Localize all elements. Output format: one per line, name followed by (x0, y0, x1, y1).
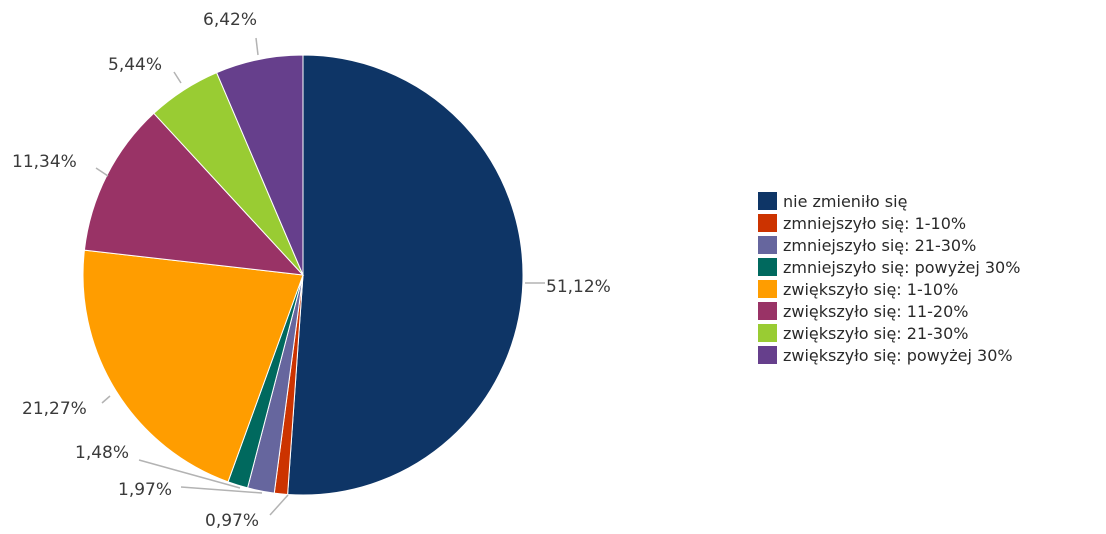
legend-label: zmniejszyło się: powyżej 30% (783, 257, 1021, 277)
legend-swatch (758, 324, 777, 342)
legend-item: zwiększyło się: powyżej 30% (758, 344, 1020, 366)
legend-label: zwiększyło się: powyżej 30% (783, 345, 1013, 365)
leader-line (255, 37, 259, 56)
legend-item: zmniejszyło się: powyżej 30% (758, 256, 1020, 278)
leader-line (138, 459, 241, 489)
legend-label: nie zmieniło się (783, 191, 908, 211)
legend-item: zmniejszyło się: 21-30% (758, 234, 1020, 256)
legend-swatch (758, 214, 777, 232)
legend-item: nie zmieniło się (758, 190, 1020, 212)
legend-swatch (758, 236, 777, 254)
legend-swatch (758, 280, 777, 298)
leader-line (269, 494, 289, 516)
legend-swatch (758, 192, 777, 210)
legend-label: zwiększyło się: 1-10% (783, 279, 959, 299)
slice-label: 11,34% (12, 152, 77, 172)
leader-line (101, 395, 111, 404)
slice-label: 6,42% (203, 10, 257, 30)
legend: nie zmieniło się zmniejszyło się: 1-10% zm… (758, 190, 1020, 366)
pie-chart: 51,12% 0,97% 1,97% 1,48% 21,27% 11,34% 5,44% 6,… (12, 10, 611, 531)
slice-label: 5,44% (108, 55, 162, 75)
slice-label: 0,97% (205, 511, 259, 531)
legend-item: zwiększyło się: 11-20% (758, 300, 1020, 322)
slice-labels: 51,12% 0,97% 1,97% 1,48% 21,27% 11,34% 5,44% 6,… (12, 10, 611, 531)
pie-slices (82, 54, 524, 496)
legend-label: zmniejszyło się: 1-10% (783, 213, 967, 233)
legend-item: zmniejszyło się: 1-10% (758, 212, 1020, 234)
legend-label: zmniejszyło się: 21-30% (783, 235, 977, 255)
pie-slice (287, 54, 524, 496)
leader-line (180, 486, 263, 494)
legend-label: zwiększyło się: 11-20% (783, 301, 969, 321)
leader-line (173, 71, 182, 84)
legend-swatch (758, 302, 777, 320)
legend-item: zwiększyło się: 21-30% (758, 322, 1020, 344)
legend-item: zwiększyło się: 1-10% (758, 278, 1020, 300)
slice-label: 51,12% (546, 277, 611, 297)
slice-label: 1,97% (118, 480, 172, 500)
pie-slice (215, 54, 304, 276)
slice-label: 1,48% (75, 443, 129, 463)
slice-label: 21,27% (22, 399, 87, 419)
legend-swatch (758, 258, 777, 276)
pie-slice (82, 249, 304, 483)
legend-swatch (758, 346, 777, 364)
legend-label: zwiększyło się: 21-30% (783, 323, 969, 343)
leader-lines (95, 37, 545, 516)
leader-line (95, 167, 109, 177)
